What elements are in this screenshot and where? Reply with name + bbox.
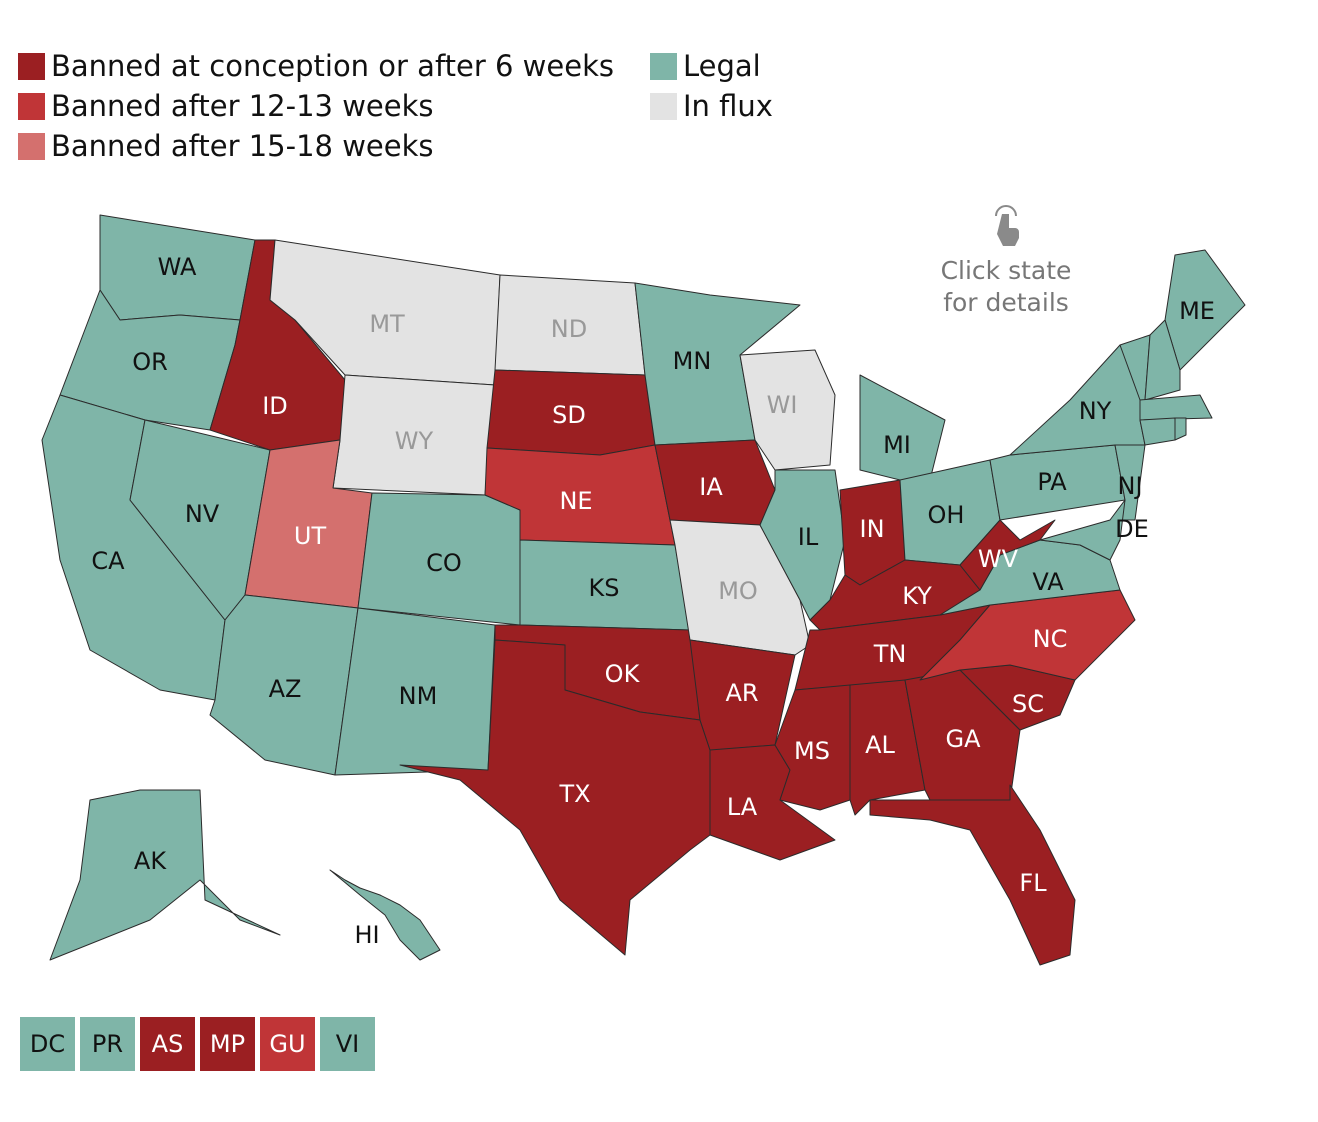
state-label: HI xyxy=(354,921,379,949)
state-label: OR xyxy=(132,348,168,376)
state-label: FL xyxy=(1019,869,1047,897)
territory[interactable] xyxy=(140,1017,195,1071)
state-shape xyxy=(1139,394,1213,421)
state-label: NE xyxy=(559,487,592,515)
state[interactable] xyxy=(869,784,1076,966)
territory[interactable] xyxy=(320,1017,375,1071)
legend-swatch xyxy=(650,53,677,80)
state-label: MN xyxy=(673,347,712,375)
state-label: WA xyxy=(158,253,197,281)
state-label: KY xyxy=(902,582,932,610)
state[interactable] xyxy=(739,349,836,471)
state-label: LA xyxy=(727,793,758,821)
territory[interactable] xyxy=(20,1017,75,1071)
state-label: IA xyxy=(699,473,723,501)
state-label: ID xyxy=(262,392,288,420)
state[interactable] xyxy=(1114,444,1146,521)
territory-label: PR xyxy=(92,1030,123,1058)
hint-text: for details xyxy=(943,288,1069,317)
state-label: CO xyxy=(426,549,462,577)
state-label: IL xyxy=(798,523,819,551)
legend-label: Legal xyxy=(683,49,761,83)
state[interactable] xyxy=(959,519,1056,591)
state-label: DE xyxy=(1115,515,1149,543)
state-label: CA xyxy=(91,547,125,575)
state-shape xyxy=(1139,417,1176,446)
territory-label: VI xyxy=(336,1030,360,1058)
territory-label: AS xyxy=(152,1030,184,1058)
legend-label: In flux xyxy=(683,89,773,123)
state-label: MI xyxy=(883,431,911,459)
hint-icon xyxy=(995,205,1019,246)
state[interactable] xyxy=(399,639,711,956)
legend-swatch xyxy=(18,133,45,160)
state-label: OH xyxy=(928,501,965,529)
state-label: NJ xyxy=(1117,472,1142,500)
state[interactable] xyxy=(859,374,946,481)
territory[interactable] xyxy=(260,1017,315,1071)
territory[interactable] xyxy=(80,1017,135,1071)
state-label: UT xyxy=(294,522,327,550)
territory-label: DC xyxy=(30,1030,65,1058)
territory[interactable] xyxy=(200,1017,255,1071)
state-label: OK xyxy=(605,660,641,688)
legend-label: Banned at conception or after 6 weeks xyxy=(51,49,614,83)
state-shape xyxy=(1174,417,1187,441)
state-label: WI xyxy=(767,391,798,419)
state-label: AK xyxy=(134,847,167,875)
state-label: AR xyxy=(725,679,758,707)
hint-text: Click state xyxy=(941,256,1072,285)
territory-label: MP xyxy=(210,1030,245,1058)
state[interactable] xyxy=(329,869,441,961)
legend-swatch xyxy=(18,53,45,80)
state-label: NY xyxy=(1079,397,1112,425)
state[interactable] xyxy=(49,789,281,961)
state-label: ME xyxy=(1179,297,1215,325)
state-label: KS xyxy=(589,574,620,602)
state-label: NC xyxy=(1033,625,1068,653)
state-label: IN xyxy=(859,515,884,543)
state-label: MO xyxy=(718,577,758,605)
state-label: MS xyxy=(794,737,830,765)
territory-label: GU xyxy=(269,1030,305,1058)
state[interactable] xyxy=(332,374,496,496)
state-label: SD xyxy=(552,401,586,429)
state[interactable] xyxy=(1009,344,1146,456)
state-label: VA xyxy=(1032,568,1064,596)
state-label: MT xyxy=(369,310,405,338)
state-label: ND xyxy=(551,315,587,343)
state[interactable] xyxy=(1039,499,1126,561)
state-label: AL xyxy=(865,731,895,759)
legend-label: Banned after 12-13 weeks xyxy=(51,89,434,123)
state-label: TX xyxy=(558,780,590,808)
state-label: TN xyxy=(873,640,907,668)
legend-swatch xyxy=(18,93,45,120)
state-label: SC xyxy=(1012,690,1044,718)
state-label: GA xyxy=(945,725,981,753)
state-label: NM xyxy=(399,682,438,710)
state-label: WV xyxy=(978,545,1019,573)
state-shape xyxy=(1144,319,1181,401)
legend-label: Banned after 15-18 weeks xyxy=(51,129,434,163)
legend-swatch xyxy=(650,93,677,120)
state-label: WY xyxy=(395,427,434,455)
state-label: AZ xyxy=(269,675,302,703)
state-label: NV xyxy=(185,500,220,528)
state-label: PA xyxy=(1037,468,1067,496)
